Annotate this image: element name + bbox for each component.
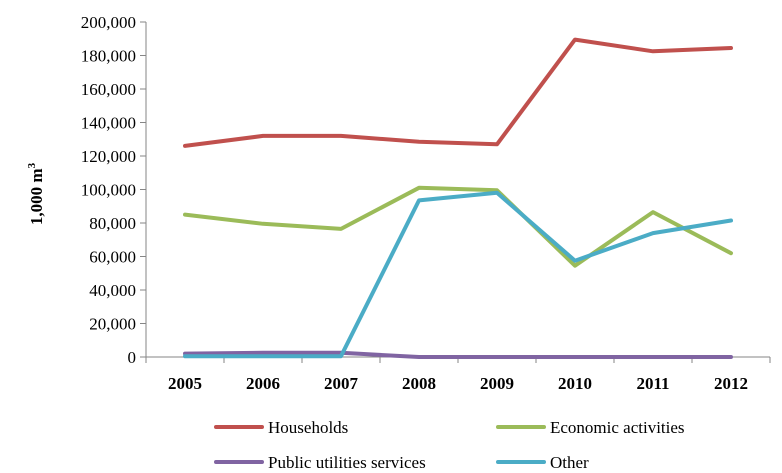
y-axis-title: 1,000 m3 [26, 162, 46, 225]
y-axis-title-superscript: 3 [26, 162, 38, 168]
legend-item-households: Households [214, 418, 348, 437]
legend-label: Public utilities services [268, 453, 426, 472]
x-tick-label: 2011 [636, 374, 669, 393]
x-tick-label: 2007 [324, 374, 359, 393]
legend-item-public-utilities-services: Public utilities services [214, 453, 426, 472]
x-tick-label: 2012 [714, 374, 748, 393]
y-tick-label: 200,000 [81, 13, 136, 32]
y-tick-label: 100,000 [81, 181, 136, 200]
svg-text:1,000 m3: 1,000 m3 [26, 162, 46, 225]
y-tick-label: 140,000 [81, 114, 136, 133]
y-axis-title-text: 1,000 m [27, 168, 46, 225]
x-axis: 2005 2006 2007 2008 2009 2010 2011 2012 [145, 356, 771, 393]
y-tick-label: 120,000 [81, 147, 136, 166]
legend-label: Economic activities [550, 418, 685, 437]
y-tick-label: 60,000 [89, 248, 136, 267]
series-line-households [183, 37, 733, 148]
legend-item-other: Other [496, 453, 589, 472]
series-line-economic-activities [183, 185, 733, 268]
y-tick-label: 160,000 [81, 80, 136, 99]
x-tick-label: 2008 [402, 374, 436, 393]
y-tick-label: 180,000 [81, 47, 136, 66]
legend-item-economic-activities: Economic activities [496, 418, 685, 437]
legend-label: Other [550, 453, 589, 472]
x-tick-label: 2006 [246, 374, 280, 393]
legend: Households Economic activities Public util… [214, 418, 685, 472]
x-tick-label: 2010 [558, 374, 592, 393]
y-axis: 0 20,000 40,000 60,000 80,000 100,000 120,000 1… [81, 13, 147, 367]
legend-label: Households [268, 418, 348, 437]
y-tick-label: 40,000 [89, 281, 136, 300]
y-tick-label: 20,000 [89, 315, 136, 334]
series-line-public-utilities-services [183, 350, 733, 359]
series-line-other [183, 190, 733, 359]
x-tick-label: 2005 [168, 374, 202, 393]
x-tick-label: 2009 [480, 374, 514, 393]
y-tick-label: 0 [128, 348, 137, 367]
series-layer [183, 37, 733, 359]
y-tick-label: 80,000 [89, 214, 136, 233]
